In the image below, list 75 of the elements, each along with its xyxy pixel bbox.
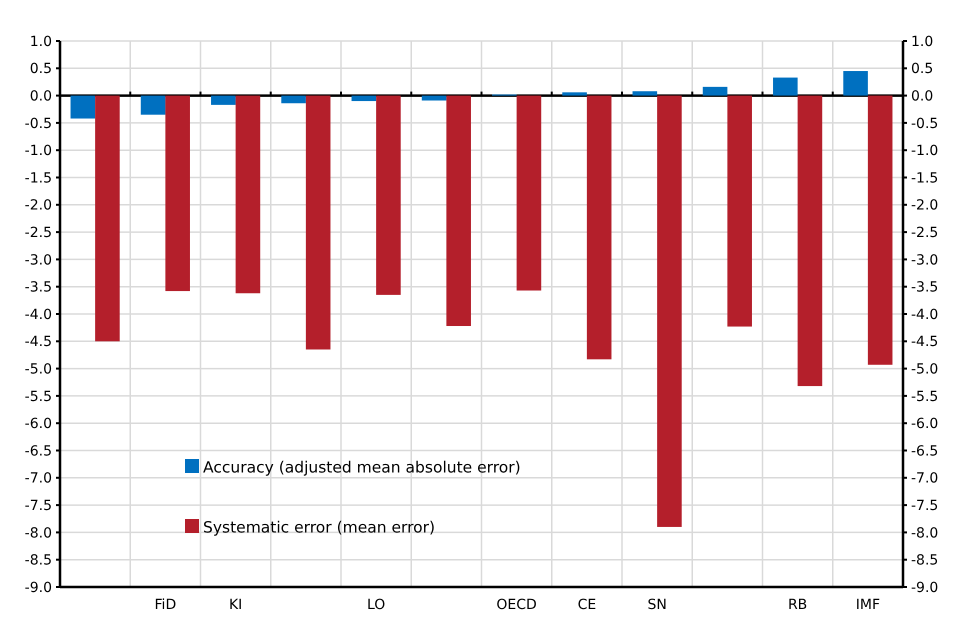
y-tick-label: -2.5 bbox=[24, 225, 52, 241]
bar bbox=[657, 96, 682, 527]
bar bbox=[95, 96, 120, 342]
bar bbox=[70, 96, 96, 119]
y-tick-label: -4.5 bbox=[24, 334, 52, 350]
bar bbox=[868, 96, 892, 365]
y2-tick-label: -3.5 bbox=[911, 280, 938, 296]
y2-tick-label: -7.5 bbox=[911, 498, 938, 514]
y-tick-label: -2.0 bbox=[24, 198, 52, 214]
bar bbox=[586, 96, 612, 360]
bar bbox=[422, 96, 446, 101]
x-tick-label: CE bbox=[578, 597, 596, 613]
y2-tick-label: -1.5 bbox=[911, 170, 938, 186]
y2-tick-label: -5.5 bbox=[911, 388, 938, 405]
legend-label: Accuracy (adjusted mean absolute error) bbox=[203, 458, 521, 476]
y-tick-label: -1.5 bbox=[24, 170, 52, 186]
y-tick-label: -8.0 bbox=[24, 525, 52, 542]
y2-tick-label: -5.0 bbox=[911, 362, 938, 378]
y-tick-label: -0.5 bbox=[24, 116, 52, 132]
bar bbox=[773, 78, 798, 96]
y-tick-label: -6.0 bbox=[24, 416, 52, 432]
bar bbox=[376, 96, 401, 295]
y2-tick-label: 0.5 bbox=[911, 61, 934, 78]
bar bbox=[165, 96, 190, 292]
bar bbox=[236, 96, 260, 294]
y2-tick-label: -1.0 bbox=[911, 143, 938, 160]
y-tick-label: -7.5 bbox=[24, 498, 52, 514]
legend-label: Systematic error (mean error) bbox=[203, 518, 436, 536]
y2-tick-label: 1.0 bbox=[911, 34, 934, 50]
bar bbox=[727, 96, 752, 327]
y-tick-label: -4.0 bbox=[24, 306, 52, 323]
x-tick-label: IMF bbox=[856, 597, 880, 613]
bar bbox=[798, 96, 822, 386]
y2-tick-label: -4.5 bbox=[911, 334, 938, 350]
y-tick-label: -9.0 bbox=[24, 580, 52, 596]
x-tick-label: OECD bbox=[496, 597, 537, 613]
x-tick-label: KI bbox=[228, 597, 242, 613]
y-tick-label: -1.0 bbox=[24, 143, 52, 160]
y2-tick-label: -8.5 bbox=[911, 552, 938, 569]
bar bbox=[516, 96, 542, 291]
y2-tick-label: -2.0 bbox=[911, 198, 938, 214]
bar bbox=[702, 86, 728, 96]
x-tick-label: SN bbox=[647, 597, 667, 613]
bar bbox=[562, 92, 587, 96]
y2-tick-label: 0.0 bbox=[911, 88, 934, 104]
y2-tick-label: -6.0 bbox=[911, 416, 938, 432]
y2-tick-label: -0.5 bbox=[911, 116, 938, 132]
x-tick-label: FiD bbox=[154, 597, 176, 613]
y2-tick-label: -7.0 bbox=[911, 470, 938, 487]
bar bbox=[140, 96, 166, 115]
y-tick-label: -5.0 bbox=[24, 362, 52, 378]
y-tick-label: -5.5 bbox=[24, 388, 52, 405]
y-tick-label: -6.5 bbox=[24, 443, 52, 460]
bar bbox=[843, 71, 868, 96]
y2-tick-label: -8.0 bbox=[911, 525, 938, 542]
y-tick-label: -8.5 bbox=[24, 552, 52, 569]
x-tick-label: RB bbox=[788, 597, 808, 613]
y2-tick-label: -3.0 bbox=[911, 252, 938, 268]
bar bbox=[306, 96, 330, 350]
y-tick-label: 0.0 bbox=[30, 88, 52, 104]
y-tick-label: -7.0 bbox=[24, 470, 52, 487]
y-tick-label: -3.0 bbox=[24, 252, 52, 268]
bar bbox=[352, 96, 376, 102]
y2-tick-label: -9.0 bbox=[911, 580, 938, 596]
bar bbox=[446, 96, 471, 326]
bar bbox=[632, 91, 658, 96]
y2-tick-label: -4.0 bbox=[911, 306, 938, 323]
bar bbox=[281, 96, 306, 104]
y-tick-label: 1.0 bbox=[30, 34, 52, 50]
y2-tick-label: -6.5 bbox=[911, 443, 938, 460]
y2-tick-label: -2.5 bbox=[911, 225, 938, 241]
bar bbox=[211, 96, 236, 105]
x-tick-label: LO bbox=[366, 597, 386, 613]
y-tick-label: -3.5 bbox=[24, 280, 52, 296]
y-tick-label: 0.5 bbox=[30, 61, 52, 78]
